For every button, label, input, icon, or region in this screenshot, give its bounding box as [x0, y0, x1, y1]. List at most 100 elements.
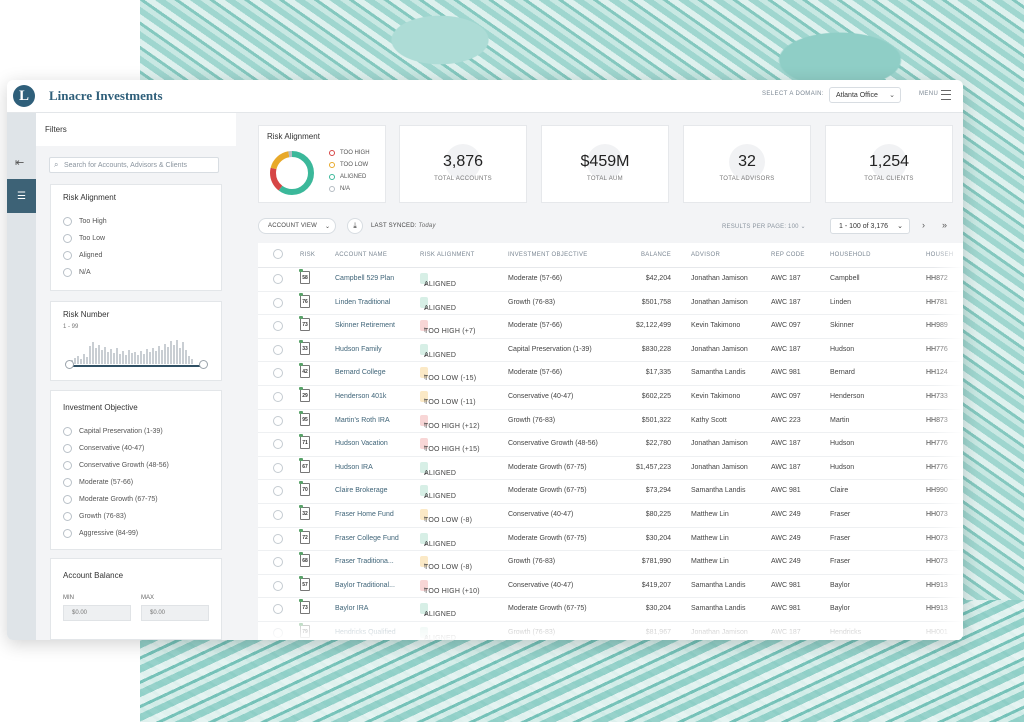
cell-balance: $73,294 — [645, 487, 671, 495]
page-range-select[interactable]: 1 - 100 of 3,176 ⌄ — [830, 218, 910, 234]
table-row[interactable]: 67 ✓ ALIGNED Hudson IRA Moderate Growth (67-… — [258, 456, 963, 481]
risk-alignment-filter-title: Risk Alignment — [63, 193, 116, 202]
cell-account-name[interactable]: Hudson IRA — [335, 463, 373, 471]
table-row[interactable]: 73! TOO HIGH (+7) Skinner Retirement Modera… — [258, 314, 963, 339]
risk-option-too-high[interactable]: Too High — [63, 217, 107, 226]
row-checkbox[interactable] — [273, 344, 283, 355]
objective-option[interactable]: Moderate (57-66) — [63, 478, 133, 487]
cell-account-name[interactable]: Martin's Roth IRA — [335, 416, 390, 424]
table-row[interactable]: 58 ✓ ALIGNED Campbell 529 Plan Moderate (57-… — [258, 267, 963, 292]
radio[interactable] — [63, 234, 72, 243]
search-input[interactable]: ⌕ Search for Accounts, Advisors & Client… — [49, 157, 219, 173]
cell-account-name[interactable]: Hudson Family — [335, 345, 382, 353]
radio[interactable] — [63, 427, 72, 436]
objective-option[interactable]: Capital Preservation (1-39) — [63, 427, 163, 436]
objective-option[interactable]: Growth (76-83) — [63, 512, 126, 521]
table-row[interactable]: 29! TOO LOW (-11) Henderson 401k Conservati… — [258, 385, 963, 410]
risk-alignment-card-title: Risk Alignment — [267, 132, 320, 141]
table-row[interactable]: 72 ✓ ALIGNED Fraser College Fund Moderate Gr… — [258, 527, 963, 552]
row-checkbox[interactable] — [273, 368, 283, 379]
radio[interactable] — [63, 495, 72, 504]
next-page-icon[interactable]: › — [922, 220, 925, 230]
account-view-dropdown[interactable]: ACCOUNT VIEW ⌄ — [258, 218, 336, 234]
risk-option-na[interactable]: N/A — [63, 268, 91, 277]
table-row[interactable]: 33 ✓ ALIGNED Hudson Family Capital Preservat… — [258, 338, 963, 363]
cell-account-name[interactable]: Linden Traditional — [335, 298, 391, 306]
cell-account-name[interactable]: Skinner Retirement — [335, 322, 395, 330]
row-checkbox[interactable] — [273, 580, 283, 591]
cell-account-name[interactable]: Baylor IRA — [335, 605, 369, 613]
max-balance-input[interactable]: $0.00 — [141, 605, 209, 621]
menu-label[interactable]: MENU — [919, 91, 939, 97]
header-balance[interactable]: BALANCE — [641, 252, 672, 258]
header-rep-code[interactable]: REP CODE — [771, 252, 805, 258]
header-account-name[interactable]: ACCOUNT NAME — [335, 252, 388, 258]
select-all-checkbox[interactable] — [273, 249, 283, 259]
row-checkbox[interactable] — [273, 510, 283, 520]
table-row[interactable]: 70 ✓ ALIGNED Claire Brokerage Moderate Growt… — [258, 479, 963, 504]
objective-option[interactable]: Moderate Growth (67-75) — [63, 495, 158, 504]
table-row[interactable]: 76 ✓ ALIGNED Linden Traditional Growth (76-8… — [258, 291, 963, 316]
row-checkbox[interactable] — [273, 486, 283, 497]
last-page-icon[interactable]: » — [942, 220, 948, 230]
row-checkbox[interactable] — [273, 274, 283, 284]
table-row[interactable]: 57! TOO HIGH (+10) Baylor Traditional... Co… — [258, 574, 963, 599]
results-per-page[interactable]: RESULTS PER PAGE: 100 ⌄ — [722, 223, 806, 230]
cell-account-name[interactable]: Henderson 401k — [335, 393, 387, 400]
row-checkbox[interactable] — [273, 462, 283, 473]
row-checkbox[interactable] — [273, 604, 283, 615]
cell-account-name[interactable]: Hudson Vacation — [335, 440, 388, 448]
radio[interactable] — [63, 461, 72, 470]
row-checkbox[interactable] — [273, 392, 283, 402]
table-row[interactable]: 95! TOO HIGH (+12) Martin's Roth IRA Growth… — [258, 409, 963, 434]
hamburger-icon[interactable] — [941, 90, 951, 100]
cell-account-name[interactable]: Fraser Home Fund — [335, 511, 394, 518]
risk-option-too-low[interactable]: Too Low — [63, 234, 105, 243]
row-checkbox[interactable] — [273, 415, 283, 426]
radio[interactable] — [63, 512, 72, 521]
check-circle-icon: ✓ — [424, 470, 430, 477]
risk-slider-min-handle[interactable] — [65, 360, 74, 369]
radio[interactable] — [63, 268, 72, 277]
header-risk[interactable]: RISK — [300, 252, 316, 258]
domain-select[interactable]: Atlanta Office ⌄ — [829, 87, 901, 103]
radio[interactable] — [63, 444, 72, 453]
risk-slider-track[interactable] — [69, 365, 204, 367]
table-row[interactable]: 71! TOO HIGH (+15) Hudson Vacation Conserva… — [258, 432, 963, 457]
collapse-icon[interactable]: ⇤ — [15, 157, 25, 169]
cell-account-name[interactable]: Fraser College Fund — [335, 534, 399, 542]
header-household[interactable]: HOUSEHOLD — [830, 252, 871, 258]
cell-advisor: Kevin Takimono — [691, 322, 741, 330]
download-icon[interactable]: ⤓ — [347, 218, 363, 234]
radio[interactable] — [63, 529, 72, 538]
table-row[interactable]: 73 ✓ ALIGNED Baylor IRA Moderate Growth (67-… — [258, 597, 963, 622]
risk-option-aligned[interactable]: Aligned — [63, 251, 102, 260]
row-checkbox[interactable] — [273, 321, 283, 332]
cell-account-name[interactable]: Bernard College — [335, 369, 386, 377]
row-checkbox[interactable] — [273, 533, 283, 544]
header-risk-alignment[interactable]: RISK ALIGNMENT — [420, 252, 475, 258]
table-row[interactable]: 68! TOO LOW (-8) Fraser Traditiona... Growt… — [258, 550, 963, 575]
table-row[interactable]: 32! TOO LOW (-8) Fraser Home Fund Conservat… — [258, 503, 963, 528]
objective-option[interactable]: Conservative (40-47) — [63, 444, 144, 453]
logo-icon[interactable]: L — [13, 85, 35, 107]
filter-icon[interactable]: ☰ — [7, 179, 36, 213]
row-checkbox[interactable] — [273, 297, 283, 308]
cell-account-name[interactable]: Claire Brokerage — [335, 487, 388, 495]
cell-account-name[interactable]: Baylor Traditional... — [335, 581, 395, 589]
risk-slider-max-handle[interactable] — [199, 360, 208, 369]
objective-option[interactable]: Conservative Growth (48-56) — [63, 461, 169, 470]
cell-account-name[interactable]: Fraser Traditiona... — [335, 558, 394, 566]
header-investment-objective[interactable]: INVESTMENT OBJECTIVE — [508, 252, 588, 258]
min-balance-input[interactable]: $0.00 — [63, 605, 131, 621]
row-checkbox[interactable] — [273, 557, 283, 568]
cell-account-name[interactable]: Campbell 529 Plan — [335, 275, 395, 282]
row-checkbox[interactable] — [273, 439, 283, 450]
header-advisor[interactable]: ADVISOR — [691, 252, 721, 258]
risk-alignment-card: Risk Alignment TOO HIGH TOO LOW ALIGNED … — [258, 125, 386, 203]
table-row[interactable]: 42! TOO LOW (-15) Bernard College Moderate … — [258, 361, 963, 386]
objective-option[interactable]: Aggressive (84-99) — [63, 529, 138, 538]
radio[interactable] — [63, 251, 72, 260]
radio[interactable] — [63, 478, 72, 487]
radio[interactable] — [63, 217, 72, 226]
